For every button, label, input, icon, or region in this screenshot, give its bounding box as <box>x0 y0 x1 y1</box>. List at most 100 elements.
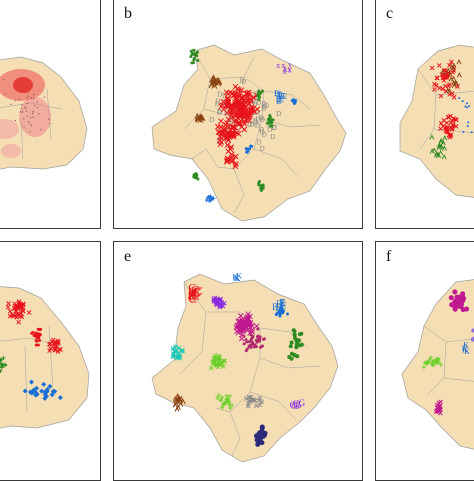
cluster-green-point <box>192 58 195 61</box>
sample-point <box>32 113 33 114</box>
cluster-blue-point <box>275 313 278 316</box>
panel-label-e: e <box>124 248 131 266</box>
cluster-magenta-point <box>246 348 249 351</box>
cluster-magenta-point <box>460 291 465 296</box>
cluster-green-point <box>189 55 192 58</box>
sample-point <box>38 113 39 114</box>
sample-point <box>37 101 38 102</box>
cluster-green-point <box>297 338 301 342</box>
map-panel-d <box>0 241 101 481</box>
cluster-green-point <box>194 173 197 176</box>
sample-point <box>10 104 11 105</box>
cluster-purple-x: x <box>276 61 280 70</box>
cluster-magenta-point <box>243 335 246 338</box>
sample-point <box>30 117 31 118</box>
cluster-magenta-point <box>245 341 248 344</box>
cluster-magenta-point <box>255 345 258 348</box>
cluster-label-d: D <box>261 105 266 113</box>
cluster-blue-point <box>286 313 289 316</box>
cluster-label-d: D <box>253 120 258 128</box>
cluster-blue-point <box>462 100 464 102</box>
cluster-red-point <box>35 343 38 346</box>
cluster-green-point <box>261 90 264 93</box>
cluster-magenta-point <box>262 338 265 341</box>
sample-point <box>26 111 27 112</box>
cluster-navy-point <box>258 440 263 445</box>
sample-point <box>21 104 22 105</box>
cluster-green-point <box>195 176 198 179</box>
cluster-green-point <box>257 98 260 101</box>
cluster-blue-k: K <box>462 344 468 353</box>
panel-label-f: f <box>386 248 391 266</box>
cluster-magenta-point <box>248 340 251 343</box>
sample-point <box>20 111 21 112</box>
sample-point <box>31 125 32 126</box>
map-c-svg <box>376 0 474 229</box>
cluster-blue-point <box>466 106 468 108</box>
map-a-svg <box>0 0 101 229</box>
cluster-green-point <box>293 334 297 338</box>
sample-point <box>33 94 34 95</box>
panel-label-b: b <box>124 5 132 23</box>
cluster-green-point <box>258 180 261 183</box>
cluster-magenta-point <box>256 328 259 331</box>
sample-point <box>27 97 28 98</box>
cluster-green-point <box>295 342 299 346</box>
sample-point <box>48 118 49 119</box>
cluster-blue-point <box>467 121 469 123</box>
cluster-green-point <box>289 344 293 348</box>
cluster-purple-x: x <box>288 66 292 75</box>
sample-point <box>49 123 50 124</box>
sample-point <box>41 129 42 130</box>
sample-point <box>3 79 4 80</box>
cluster-green-point <box>270 124 273 127</box>
cluster-label-d: D <box>260 129 265 137</box>
heatmap-hotspot <box>1 144 21 158</box>
sample-point <box>28 121 29 122</box>
map-d-svg <box>0 242 101 481</box>
sample-point <box>27 92 28 93</box>
cluster-green-point <box>293 353 297 357</box>
sample-point <box>29 123 30 124</box>
cluster-green-point <box>190 50 193 53</box>
map-panel-c: c <box>375 0 474 229</box>
sample-point <box>21 108 22 109</box>
cluster-green-point <box>195 54 198 57</box>
cluster-blue-point <box>292 98 295 101</box>
cluster-blue-point <box>462 131 464 133</box>
cluster-magenta-point <box>452 289 457 294</box>
cluster-purple-x: x <box>283 63 287 72</box>
sample-point <box>15 120 16 121</box>
cluster-blue-point <box>466 102 468 104</box>
cluster-green-point <box>260 189 263 192</box>
sample-point <box>22 110 23 111</box>
cluster-magenta-point <box>259 346 262 349</box>
cluster-red-c: C <box>189 292 197 306</box>
sample-point <box>27 103 28 104</box>
sample-point <box>27 115 28 116</box>
cluster-blue-point <box>464 106 466 108</box>
sample-point <box>34 105 35 106</box>
cluster-magenta-point <box>250 346 253 349</box>
map-panel-a <box>0 0 101 229</box>
sample-point <box>15 100 16 101</box>
cluster-label-d: D <box>276 110 281 118</box>
cluster-green-point <box>272 118 275 121</box>
cluster-magenta-point <box>453 304 458 309</box>
cluster-green-point <box>261 185 264 188</box>
cluster-label-d: D <box>270 133 275 141</box>
cluster-blue-point <box>279 309 282 312</box>
sample-point <box>30 131 31 132</box>
district-land-area <box>400 45 474 199</box>
cluster-magenta-point <box>461 307 466 312</box>
sample-point <box>37 107 38 108</box>
cluster-blue-point <box>248 147 251 150</box>
sample-point <box>24 106 25 107</box>
cluster-green-point <box>268 114 271 117</box>
sample-point <box>24 126 25 127</box>
